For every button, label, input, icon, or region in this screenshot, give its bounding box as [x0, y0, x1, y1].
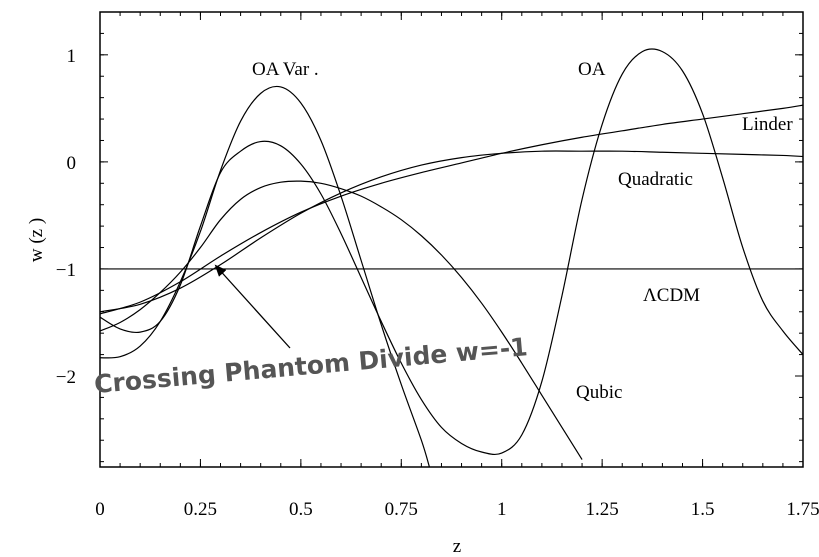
y-tick-label: 0 [67, 153, 77, 174]
series-line-linder [100, 104, 803, 315]
series-curves [100, 48, 803, 467]
x-tick-label: 1 [497, 499, 507, 520]
series-line-qubic [100, 180, 583, 460]
label-oa-var: OA Var . [252, 59, 319, 80]
series-line-oa-var [100, 85, 430, 467]
plot-frame [99, 11, 804, 468]
y-tick-label: −1 [56, 260, 76, 281]
x-tick-label: 1.5 [691, 499, 715, 520]
y-tick-label: 1 [67, 46, 77, 67]
x-tick-label: 1.75 [786, 499, 819, 520]
axis-ticks [99, 12, 804, 467]
y-tick-label: −2 [56, 367, 76, 388]
x-tick-label: 1.25 [586, 499, 619, 520]
y-axis-label: w (z ) [26, 218, 47, 262]
callout-text: Crossing Phantom Divide w=-1 [93, 332, 529, 399]
x-axis-label: z [453, 536, 461, 557]
label-oa: OA [578, 59, 606, 80]
label-quadratic: Quadratic [618, 169, 693, 190]
x-tick-label: 0 [95, 499, 105, 520]
label-qubic: Qubic [576, 382, 622, 403]
x-tick-label: 0.5 [289, 499, 313, 520]
y-tick-labels: 1 0 −1 −2 [56, 46, 76, 388]
x-tick-label: 0.25 [184, 499, 217, 520]
label-lcdm: ΛCDM [643, 285, 700, 306]
series-line-oa [100, 48, 803, 456]
callout-arrow [214, 264, 291, 349]
x-tick-labels: 0 0.25 0.5 0.75 1 1.25 1.5 1.75 [95, 499, 819, 520]
x-tick-label: 0.75 [385, 499, 418, 520]
label-linder: Linder [742, 114, 793, 135]
